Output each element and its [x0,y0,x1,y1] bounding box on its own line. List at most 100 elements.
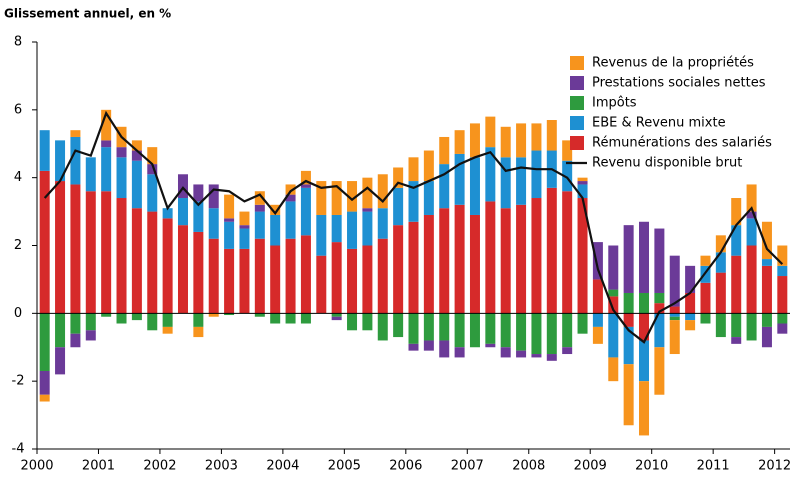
bar-segment [377,174,388,209]
line-series [43,110,784,344]
bar-segment [39,313,50,371]
bar-segment [270,204,281,215]
bar-segment [608,245,619,290]
bar-segment [131,160,142,209]
bar-segment [254,211,265,239]
bar-segment [777,265,788,277]
bar-segment [531,198,542,314]
legend-swatch [570,56,584,70]
bar-segment [546,187,557,314]
bar-segment [70,184,81,314]
bar-segment [147,174,158,212]
x-tick-label: 2000 [20,459,53,474]
bar-segment [608,313,619,358]
bar-segment [623,313,634,327]
bar-segment [55,347,66,375]
bar-segment [331,313,342,317]
bar-segment [423,181,434,215]
bar-segment [224,313,235,316]
bar-segment [654,228,665,293]
bar-segment [516,204,527,314]
x-tick-label: 2012 [758,459,791,474]
bar-segment [224,221,235,249]
bar-segment [531,313,542,355]
bar-segment [208,238,219,314]
bar-segment [516,313,527,351]
bar-segment [39,370,50,395]
bar-segment [469,214,480,314]
bar-segment [393,187,404,226]
bar-segment [746,245,757,314]
bar-segment [439,313,450,341]
bar-segment [239,211,250,226]
bar-segment [623,225,634,293]
bar-segment [685,292,696,314]
bar-segment [577,313,588,334]
bar-segment [715,272,726,314]
bar-segment [423,150,434,182]
bar-segment [608,357,619,382]
bar-segment [685,265,696,293]
bar-segment [608,296,619,314]
bar-segment [423,313,434,341]
bar-segment [516,350,527,358]
legend-label: Prestations sociales nettes [592,76,766,91]
bar-segment [500,313,511,348]
bar-segment [577,198,588,314]
bar-segment [85,313,96,331]
bar-segment [408,221,419,314]
legend-swatch [570,116,584,130]
bar-segment [393,313,404,338]
bar-segment [592,326,603,344]
bar-segment [254,191,265,205]
bar-segment [131,208,142,314]
bar-segment [408,181,419,222]
bar-segment [592,242,603,280]
bar-segment [700,282,711,314]
bar-segment [177,225,188,314]
bar-segment [362,313,373,331]
bar-segment [331,316,342,321]
bar-segment [162,218,173,314]
chart-title: Glissement annuel, en % [4,7,171,21]
y-tick-label: 4 [14,170,22,185]
bar-segment [423,340,434,351]
bar-segment [70,130,81,137]
bar-segment [746,313,757,341]
legend-swatch [570,96,584,110]
bar-segment [500,126,511,158]
x-tick-label: 2006 [389,459,422,474]
bar-segment [39,130,50,171]
bar-segment [224,248,235,314]
bar-segment [101,191,112,314]
bar-segment [623,364,634,426]
bar-segment [715,313,726,338]
bar-segment [116,313,127,324]
bar-segment [731,198,742,226]
bar-segment [592,279,603,314]
bar-segment [208,313,219,317]
bar-segment [254,313,265,317]
bar-segment [347,313,358,331]
bar-segment [761,259,772,266]
bar-segment [131,313,142,321]
bar-segment [193,313,204,327]
bar-segment [285,313,296,324]
bar-segment [546,354,557,361]
bar-segment [239,228,250,249]
bar-segment [316,255,327,314]
bar-segment [669,320,680,355]
bar-segment [439,340,450,358]
bar-segment [454,347,465,358]
bar-segment [654,313,665,348]
bar-segment [439,136,450,165]
bar-segment [423,214,434,314]
bar-segment [55,181,66,314]
bar-segment [546,313,557,355]
bar-segment [131,150,142,161]
bar-segment [685,320,696,331]
bar-segment [393,225,404,314]
bar-segment [193,184,204,202]
bar-segment [639,313,650,341]
